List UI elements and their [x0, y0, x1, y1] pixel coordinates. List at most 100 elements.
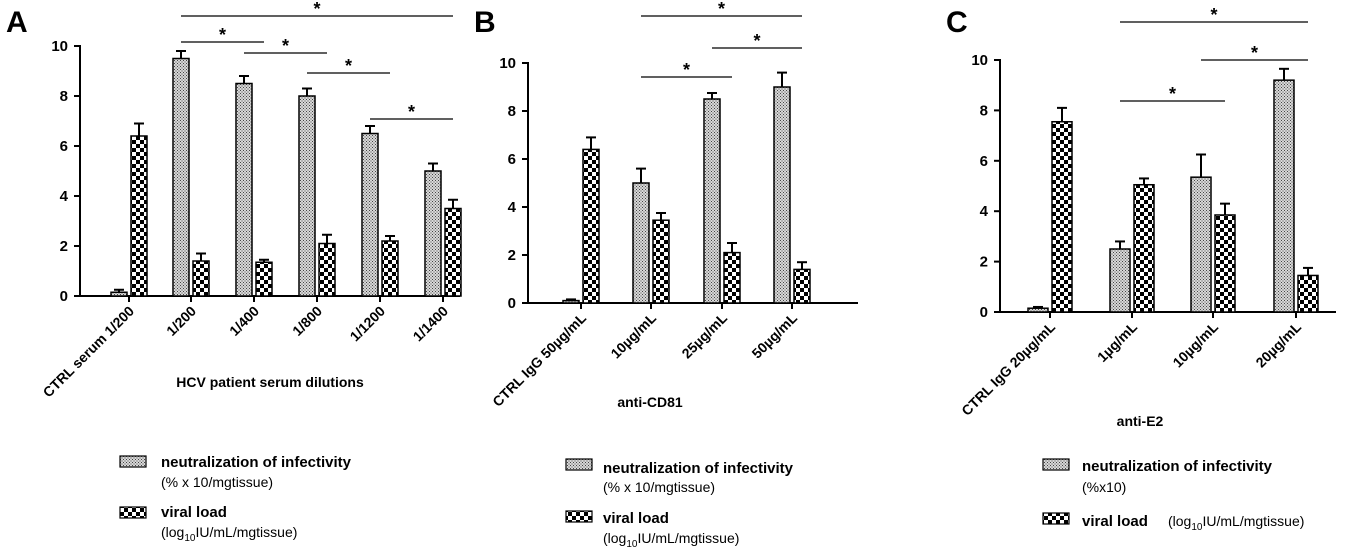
- y-tick-label: 4: [60, 188, 69, 205]
- x-axis-title: anti-CD81: [617, 394, 683, 410]
- bar-viral_load: [318, 242, 336, 297]
- bar-viral_load: [381, 240, 399, 297]
- legend-swatch-viral-load: [119, 506, 147, 519]
- y-tick-label: 10: [971, 52, 988, 69]
- panel-letter: B: [474, 6, 496, 39]
- x-tick-label: 1µg/mL: [1094, 318, 1140, 364]
- panel-letter: A: [6, 6, 28, 39]
- bar-neutralization: [632, 182, 650, 304]
- bar-neutralization: [1027, 307, 1049, 313]
- x-tick-label: CTRL serum 1/200: [40, 303, 138, 401]
- x-tick-label: 10µg/mL: [1169, 319, 1221, 371]
- significance-star: *: [1210, 5, 1217, 25]
- significance-star: *: [683, 60, 690, 80]
- bar-viral_load: [192, 260, 210, 297]
- bar-neutralization: [110, 291, 128, 297]
- legend-label-neutralization: neutralization of infectivity: [603, 460, 794, 477]
- significance-star: *: [345, 56, 352, 76]
- legend-swatch-viral-load: [565, 510, 593, 523]
- legend-swatch-viral-load: [1042, 512, 1070, 525]
- bar-viral_load: [255, 261, 273, 297]
- y-tick-label: 6: [60, 138, 68, 155]
- bar-neutralization: [562, 299, 580, 304]
- panel-letter: C: [946, 6, 968, 39]
- bar-viral_load: [1214, 214, 1236, 313]
- legend-sub-viral-load: (log10IU/mL/mgtissue): [1168, 513, 1304, 533]
- bar-neutralization: [773, 86, 791, 304]
- legend-sub-neutralization: (% x 10/mgtissue): [161, 474, 273, 490]
- bar-viral_load: [723, 251, 741, 304]
- bar-viral_load: [1297, 274, 1319, 313]
- y-tick-label: 10: [51, 38, 68, 55]
- y-tick-label: 2: [60, 238, 68, 255]
- bar-neutralization: [1190, 176, 1212, 313]
- x-tick-label: CTRL IgG 50µg/mL: [489, 309, 589, 409]
- bar-viral_load: [1051, 120, 1073, 313]
- chart-panel-a: A 0 2 4 6 8 10 CTRL serum 1/200 1/200 1/400 1/800 1…: [6, 0, 462, 544]
- legend-sub-viral-load: (log10IU/mL/mgtissue): [603, 530, 739, 547]
- legend-swatch-neutralization: [1042, 458, 1070, 471]
- significance-star: *: [408, 102, 415, 122]
- y-tick-label: 0: [60, 288, 68, 305]
- x-tick-label: CTRL IgG 20µg/mL: [958, 318, 1058, 418]
- bar-neutralization: [703, 98, 721, 304]
- y-tick-label: 2: [508, 247, 516, 264]
- significance-star: *: [718, 0, 725, 19]
- y-tick-label: 4: [980, 203, 989, 220]
- bar-viral_load: [1133, 183, 1155, 313]
- chart-panel-c: C 0 2 4 6 8 10 CTRL IgG 20µg/mL 1µg/mL 10µg/mL 20µ…: [946, 5, 1336, 533]
- x-axis-title: anti-E2: [1117, 413, 1164, 429]
- significance-star: *: [282, 36, 289, 56]
- x-tick-label: 1/400: [226, 303, 262, 339]
- bar-neutralization: [361, 132, 379, 297]
- x-tick-label: 25µg/mL: [678, 310, 730, 362]
- legend-swatch-neutralization: [119, 455, 147, 468]
- significance-star: *: [313, 0, 320, 19]
- x-tick-label: 1/800: [289, 303, 325, 339]
- significance-star: *: [219, 25, 226, 45]
- y-tick-label: 6: [508, 151, 516, 168]
- legend-label-viral-load: viral load: [1082, 513, 1148, 530]
- legend-sub-viral-load: (log10IU/mL/mgtissue): [161, 524, 297, 544]
- y-tick-label: 10: [499, 55, 516, 72]
- bar-viral_load: [582, 148, 600, 304]
- bar-viral_load: [130, 135, 148, 297]
- y-tick-label: 8: [980, 102, 988, 119]
- y-tick-label: 2: [980, 254, 988, 271]
- chart-panel-b: B 0 2 4 6 8 10 CTRL IgG 50µg/mL 10µg/mL 25µg/mL 50…: [474, 0, 858, 547]
- significance-star: *: [753, 31, 760, 51]
- x-tick-label: 1/200: [163, 303, 199, 339]
- y-tick-label: 0: [508, 295, 516, 312]
- significance-star: *: [1169, 84, 1176, 104]
- legend-sub-neutralization: (% x 10/mgtissue): [603, 479, 715, 495]
- legend: neutralization of infectivity (% x 10/mgt…: [565, 458, 794, 547]
- x-axis-title: HCV patient serum dilutions: [176, 374, 364, 390]
- x-tick-label: 50µg/mL: [748, 310, 800, 362]
- x-tick-label: 1/1200: [347, 303, 389, 345]
- y-tick-label: 6: [980, 153, 988, 170]
- x-tick-label: 1/1400: [410, 303, 452, 345]
- legend-sub-neutralization: (%x10): [1082, 479, 1126, 495]
- x-tick-label: 20µg/mL: [1252, 319, 1304, 371]
- bar-neutralization: [298, 95, 316, 297]
- y-tick-label: 4: [508, 199, 517, 216]
- y-tick-label: 8: [60, 88, 68, 105]
- bar-viral_load: [793, 268, 811, 304]
- bar-neutralization: [1109, 248, 1131, 313]
- legend: neutralization of infectivity (% x 10/mgt…: [119, 454, 352, 544]
- y-tick-label: 0: [980, 304, 988, 321]
- legend-swatch-neutralization: [565, 458, 593, 471]
- legend-label-neutralization: neutralization of infectivity: [161, 454, 352, 471]
- y-tick-label: 8: [508, 103, 516, 120]
- legend-label-neutralization: neutralization of infectivity: [1082, 458, 1273, 475]
- bar-neutralization: [172, 57, 190, 297]
- bar-neutralization: [1273, 79, 1295, 313]
- legend-label-viral-load: viral load: [603, 510, 669, 527]
- legend: neutralization of infectivity (%x10) viral…: [1042, 458, 1304, 533]
- x-tick-label: 10µg/mL: [607, 310, 659, 362]
- legend-label-viral-load: viral load: [161, 504, 227, 521]
- bar-neutralization: [235, 82, 253, 297]
- bar-neutralization: [424, 170, 442, 297]
- bar-viral_load: [444, 207, 462, 297]
